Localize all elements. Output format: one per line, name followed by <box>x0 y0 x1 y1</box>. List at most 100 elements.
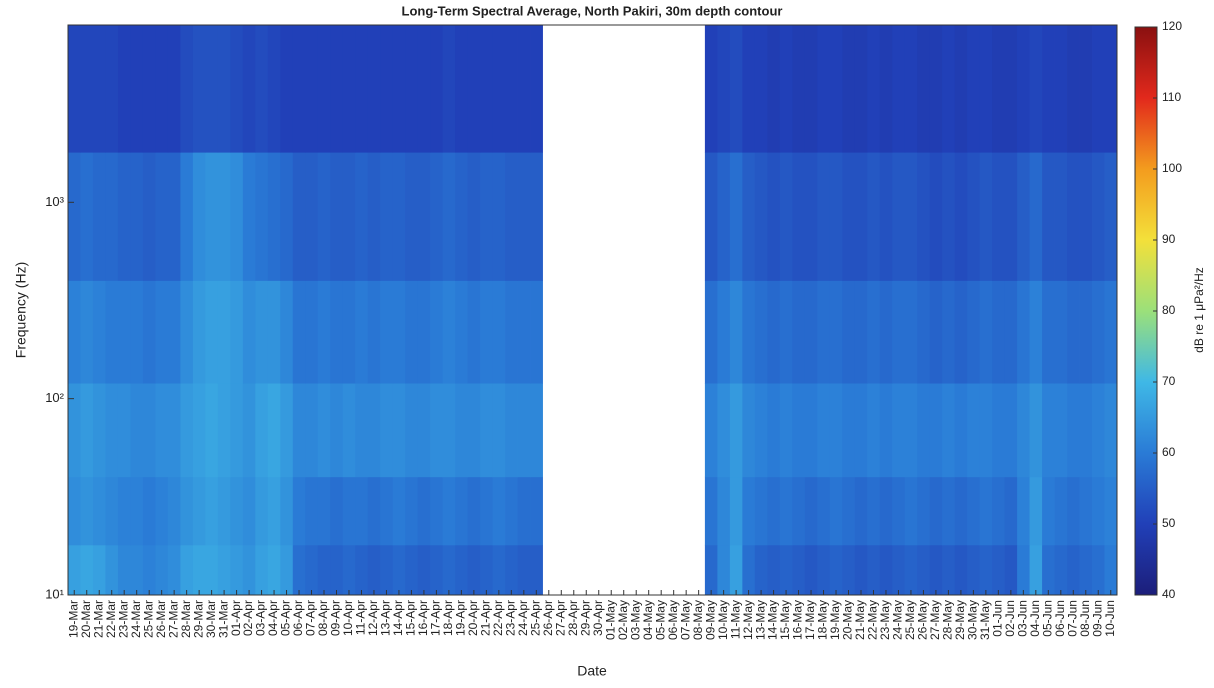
x-tick-label: 28-May <box>941 600 955 640</box>
heatmap-cell <box>954 25 968 153</box>
heatmap-cell <box>230 152 244 281</box>
heatmap-cell <box>355 25 369 153</box>
heatmap-cell <box>267 383 281 478</box>
y-tick-label: 10³ <box>45 194 64 209</box>
heatmap-cell <box>130 544 144 596</box>
heatmap-cell <box>842 476 856 546</box>
heatmap-cell <box>217 476 231 546</box>
heatmap-cell <box>267 544 281 596</box>
heatmap-cell <box>1004 476 1018 546</box>
heatmap-cell <box>242 544 256 596</box>
heatmap-cell <box>1054 476 1068 546</box>
heatmap-cell <box>842 25 856 153</box>
heatmap-cell <box>717 383 731 478</box>
heatmap-cell <box>92 476 106 546</box>
heatmap-cell <box>330 544 344 596</box>
heatmap-cell <box>804 476 818 546</box>
heatmap-cell <box>330 476 344 546</box>
heatmap-cell <box>879 383 893 478</box>
x-tick-label: 21-Apr <box>479 600 493 636</box>
heatmap-cell <box>255 152 269 281</box>
heatmap-cell <box>92 544 106 596</box>
heatmap-cell <box>442 544 456 596</box>
heatmap-cell <box>280 152 294 281</box>
heatmap-cell <box>442 152 456 281</box>
heatmap-cell <box>1067 280 1080 384</box>
heatmap-cell <box>142 280 156 384</box>
heatmap-cell <box>829 544 843 596</box>
heatmap-cell <box>1029 25 1043 153</box>
colorbar-tick-label: 90 <box>1162 232 1176 246</box>
heatmap-cell <box>530 280 543 384</box>
heatmap-cell <box>80 383 94 478</box>
heatmap-cell <box>1054 544 1068 596</box>
x-tick-label: 29-Mar <box>191 600 205 638</box>
heatmap-cell <box>305 544 319 596</box>
heatmap-cell <box>754 280 768 384</box>
heatmap-cell <box>817 25 831 153</box>
heatmap-cell <box>280 544 294 596</box>
heatmap-cell <box>342 280 356 384</box>
heatmap-cell <box>92 25 106 153</box>
heatmap-cell <box>967 383 981 478</box>
x-tick-label: 08-May <box>691 600 705 640</box>
x-tick-label: 20-Mar <box>79 600 93 638</box>
x-tick-label: 24-Apr <box>516 600 530 636</box>
heatmap-cell <box>342 383 356 478</box>
heatmap-cell <box>405 25 419 153</box>
heatmap-cell <box>467 544 481 596</box>
heatmap-cell <box>817 383 831 478</box>
heatmap-cell <box>992 152 1006 281</box>
heatmap-cell <box>417 383 431 478</box>
x-tick-label: 19-Mar <box>66 600 80 638</box>
heatmap-cell <box>505 280 518 384</box>
heatmap-cell <box>467 280 481 384</box>
heatmap-cell <box>242 383 256 478</box>
heatmap-cell <box>904 280 918 384</box>
heatmap-cell <box>155 383 169 478</box>
heatmap-cell <box>742 25 756 153</box>
heatmap-cell <box>1067 383 1080 478</box>
heatmap-cell <box>704 476 718 546</box>
heatmap-cell <box>1054 383 1068 478</box>
heatmap-cell <box>992 383 1006 478</box>
heatmap-cell <box>904 476 918 546</box>
heatmap-cell <box>355 476 369 546</box>
x-tick-label: 03-May <box>628 600 642 640</box>
heatmap-cell <box>430 25 444 153</box>
heatmap-cell <box>954 544 968 596</box>
heatmap-cell <box>405 152 419 281</box>
heatmap-cell <box>530 152 543 281</box>
heatmap-cell <box>767 152 781 281</box>
heatmap-cell <box>467 476 481 546</box>
heatmap-cell <box>442 25 456 153</box>
heatmap-cell <box>754 544 768 596</box>
heatmap-cell <box>217 152 231 281</box>
heatmap-cell <box>330 383 344 478</box>
heatmap-cell <box>480 152 493 281</box>
x-tick-label: 11-May <box>728 600 742 639</box>
heatmap-cell <box>130 25 144 153</box>
heatmap-cell <box>530 544 543 596</box>
colorbar-tick-label: 50 <box>1162 516 1176 530</box>
x-tick-label: 27-May <box>928 600 942 640</box>
heatmap-cell <box>779 152 793 281</box>
heatmap-cell <box>1029 476 1043 546</box>
heatmap-cell <box>267 152 281 281</box>
heatmap-cell <box>804 25 818 153</box>
heatmap-cell <box>992 25 1006 153</box>
heatmap-cell <box>979 383 993 478</box>
heatmap-cell <box>467 25 481 153</box>
heatmap-cell <box>117 544 131 596</box>
heatmap-cell <box>717 152 731 281</box>
x-tick-label: 20-Apr <box>466 600 480 636</box>
heatmap-cell <box>954 476 968 546</box>
heatmap-cell <box>792 544 806 596</box>
heatmap-cell <box>505 25 518 153</box>
heatmap-cell <box>942 25 956 153</box>
heatmap-cell <box>729 152 743 281</box>
x-tick-label: 07-Apr <box>304 600 318 636</box>
heatmap-cell <box>392 544 406 596</box>
heatmap-cell <box>792 25 806 153</box>
heatmap-cell <box>1017 152 1030 281</box>
